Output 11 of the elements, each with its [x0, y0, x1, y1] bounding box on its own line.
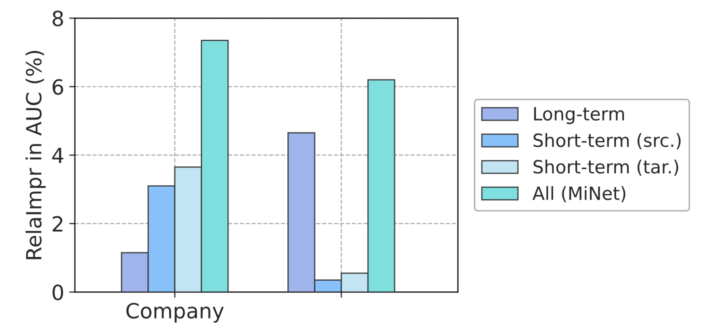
y-tick-label: 6: [52, 79, 64, 95]
y-axis-title: RelaImpr in AUC (%): [25, 50, 46, 260]
legend-label: Short-term (src.): [534, 133, 681, 150]
y-tick-label: 4: [52, 148, 64, 164]
legend-label: Long-term: [534, 107, 624, 124]
legend-label: All (MiNet): [532, 186, 626, 202]
legend-label: Short-term (tar.): [534, 160, 678, 176]
y-tick-label: 8: [52, 10, 64, 26]
y-tick-label: 2: [52, 216, 62, 232]
x-tick-label: Company: [126, 302, 224, 323]
y-tick-label: 0: [52, 284, 64, 300]
